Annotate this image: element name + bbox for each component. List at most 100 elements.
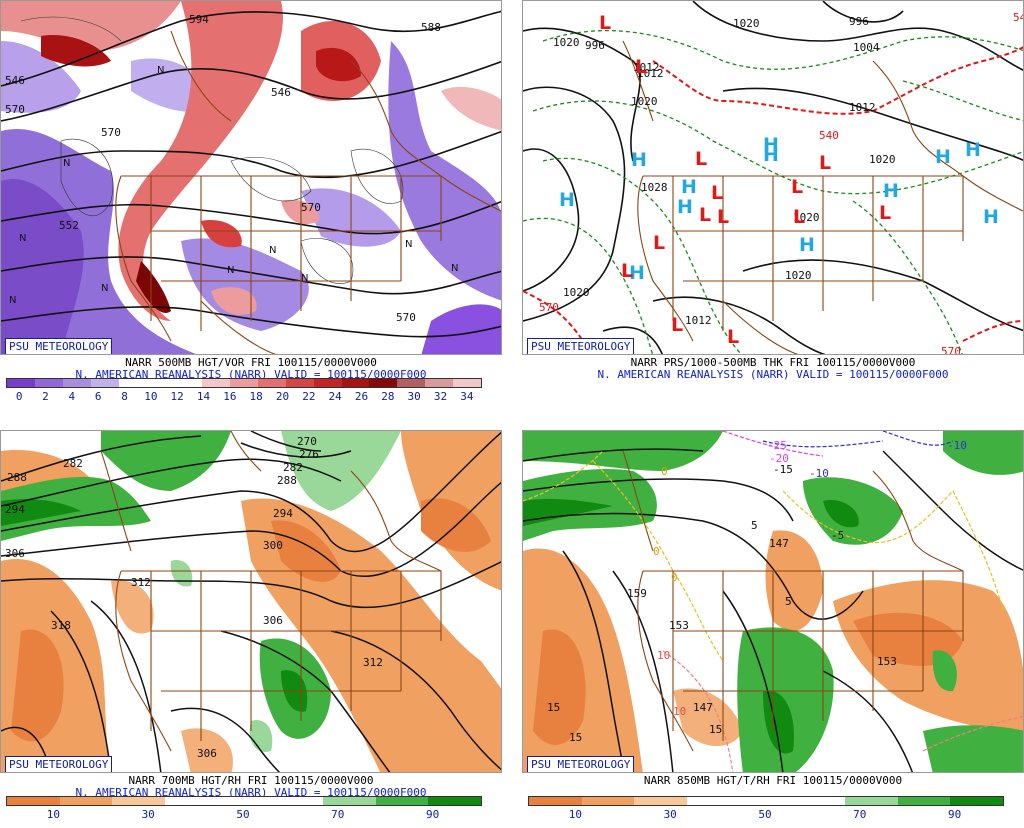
colorbar-swatch [217,797,271,805]
colorbar-swatch [146,379,175,387]
svg-text:1020: 1020 [563,286,590,299]
svg-text:318: 318 [51,619,71,632]
svg-text:L: L [819,152,831,174]
svg-text:N: N [405,239,412,250]
svg-text:-20: -20 [769,452,789,465]
thickness-labels: 540 570 570 540 [539,11,1024,354]
svg-text:540: 540 [1013,11,1024,24]
svg-text:147: 147 [693,701,713,714]
svg-text:1028: 1028 [641,181,668,194]
svg-text:N: N [227,265,234,276]
svg-text:H: H [983,206,999,228]
svg-text:H: H [935,146,951,168]
colorbar-tick-label: 0 [15,390,23,403]
svg-text:L: L [711,182,723,204]
height-contours [523,448,1023,772]
colorbar-tick-label: 30 [407,390,421,403]
psu-meteorology-badge: PSU METEOROLOGY [527,756,635,772]
colorbar-tick-label: 26 [354,390,369,403]
svg-text:-10: -10 [809,467,829,480]
svg-text:1012: 1012 [637,67,664,80]
psu-meteorology-badge: PSU METEOROLOGY [527,338,635,354]
svg-text:H: H [677,196,693,218]
map-700mb[interactable]: 288 282 294 306 270 276 282 288 294 300 … [0,430,502,773]
svg-text:546: 546 [5,74,25,87]
svg-text:N: N [157,65,164,76]
colorbar-swatch [313,379,342,387]
map-850mb[interactable]: 147 159 153 153 147 -25 -20 -15 -10 -10 … [522,430,1024,773]
colorbar-swatch [845,797,898,805]
svg-text:0: 0 [671,571,678,584]
svg-text:153: 153 [877,655,897,668]
svg-text:15: 15 [709,723,722,736]
colorbar-swatch [112,797,166,805]
colorbar-tick-label: 22 [302,390,316,403]
svg-text:282: 282 [63,457,83,470]
colorbar-tick-label: 18 [249,390,263,403]
svg-text:1020: 1020 [553,36,580,49]
svg-text:-5: -5 [831,529,844,542]
svg-text:N: N [101,283,108,294]
svg-text:L: L [699,204,711,226]
rh-dry-areas [1,431,501,772]
svg-text:288: 288 [7,471,27,484]
svg-text:H: H [799,234,815,256]
isobars [523,1,1023,354]
vorticity-colorbar-ticks: 0 2 4 6 8 10 12 14 16 18 20 22 24 26 28 30 32 34 [6,390,480,404]
svg-text:L: L [671,314,683,336]
svg-text:153: 153 [669,619,689,632]
svg-text:H: H [763,134,779,156]
svg-text:276: 276 [299,448,319,461]
svg-text:N: N [19,233,26,244]
rh-colorbar [528,796,1004,806]
svg-text:570: 570 [5,103,25,116]
svg-text:L: L [793,206,805,228]
svg-text:H: H [883,180,899,202]
isobar-labels: 1020 996 1004 996 1012 1020 1012 1020 10… [553,15,896,327]
colorbar-swatch [634,797,688,805]
vorticity-positive-areas [1,1,501,321]
svg-text:996: 996 [849,15,869,28]
svg-text:1020: 1020 [733,17,760,30]
colorbar-swatch [341,379,370,387]
svg-text:5: 5 [751,519,758,532]
colorbar-swatch [369,379,398,387]
temperature-isotherms [523,431,1023,772]
colorbar-swatch [285,379,314,387]
map-pressure[interactable]: 1020 996 1004 996 1012 1020 1012 1020 10… [522,0,1024,355]
vorticity-minima-symbols: N N N N N N N N N N [9,65,458,306]
colorbar-tick-label: 10 [144,390,158,403]
colorbar-swatch [34,379,63,387]
colorbar-swatch [7,379,35,387]
svg-text:0: 0 [653,545,660,558]
svg-text:1012: 1012 [633,61,660,74]
svg-text:294: 294 [5,503,25,516]
colorbar-tick-label: 28 [381,390,395,403]
svg-text:L: L [727,326,739,348]
colorbar-tick-label: 24 [328,390,342,403]
colorbar-swatch [230,379,258,387]
political-boundaries [622,450,964,752]
svg-text:312: 312 [131,576,151,589]
map-500mb[interactable]: 546 594 570 552 570 546 570 588 570 N N … [0,0,502,355]
colorbar-tick-label: 16 [223,390,237,403]
colorbar-swatch [257,379,286,387]
svg-text:-25: -25 [767,439,787,452]
vorticity-colorbar [6,378,482,388]
svg-text:H: H [763,144,779,166]
panel-valid-line: N. AMERICAN REANALYSIS (NARR) VALID = 10… [75,368,427,381]
rh-colorbar [6,796,482,806]
colorbar-swatch [453,379,481,387]
panel-pressure-thickness: 1020 996 1004 996 1012 1020 1012 1020 10… [522,0,1024,410]
colorbar-swatch [739,797,793,805]
svg-text:546: 546 [271,86,291,99]
svg-text:H: H [559,189,575,211]
svg-text:H: H [631,149,647,171]
height-contours [1,10,501,338]
colorbar-swatch [118,379,147,387]
colorbar-tick-label: 32 [433,390,448,403]
svg-text:10: 10 [657,649,670,662]
svg-text:10: 10 [673,705,686,718]
svg-text:L: L [621,260,633,282]
svg-text:L: L [695,148,707,170]
